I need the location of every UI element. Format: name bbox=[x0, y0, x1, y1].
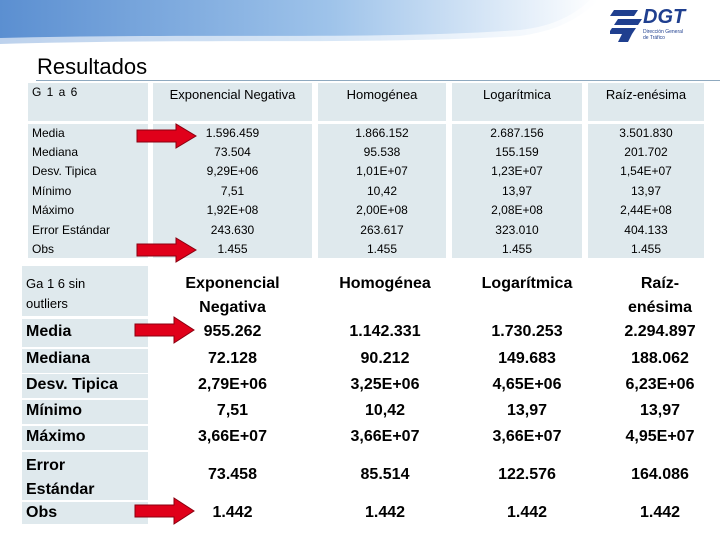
cell-value: 1.442 bbox=[506, 504, 548, 521]
row-label: Error Estándar bbox=[26, 457, 95, 498]
page-title: Resultados bbox=[37, 54, 148, 79]
cell-value: 3,66E+07 bbox=[198, 428, 267, 445]
cell-value: 1.142.331 bbox=[349, 323, 421, 340]
dgt-logo-icon bbox=[610, 10, 642, 42]
row-label: Media bbox=[26, 323, 72, 340]
row-label: Obs bbox=[26, 504, 58, 521]
row-label: Mínimo bbox=[26, 402, 82, 419]
cell-value: 1,54E+07 bbox=[620, 164, 672, 178]
table1-col-header: Raíz-enésima bbox=[605, 87, 687, 102]
cell-value: 13,97 bbox=[501, 184, 533, 198]
table2-col-header: Homogénea bbox=[339, 275, 431, 292]
table2-col-header: Logarítmica bbox=[481, 275, 573, 292]
cell-value: 2,08E+08 bbox=[491, 203, 543, 217]
cell-value: 2,44E+08 bbox=[620, 203, 672, 217]
cell-value: 4,95E+07 bbox=[625, 428, 695, 445]
cell-value: 85.514 bbox=[360, 466, 410, 483]
cell-value: 149.683 bbox=[498, 350, 556, 367]
cell-value: 1,92E+08 bbox=[206, 203, 259, 217]
cell-value: 7,51 bbox=[220, 184, 245, 198]
table2-group-label: Ga 1 6 sin outliers bbox=[26, 276, 86, 311]
cell-value: 4,65E+06 bbox=[492, 376, 562, 393]
cell-value: 1.455 bbox=[366, 242, 398, 256]
cell-value: 1.442 bbox=[364, 504, 406, 521]
cell-value: 323.010 bbox=[495, 223, 539, 237]
logo-subtitle: Dirección General de Tráfico bbox=[643, 29, 684, 41]
cell-value: 1,23E+07 bbox=[491, 164, 543, 178]
cell-value: 955.262 bbox=[203, 323, 262, 340]
table2-col-header: Raíz- enésima bbox=[627, 275, 693, 316]
row-label: Mínimo bbox=[32, 184, 72, 198]
cell-value: 9,29E+06 bbox=[206, 164, 259, 178]
cell-value: 404.133 bbox=[624, 223, 668, 237]
cell-value: 2.687.156 bbox=[490, 126, 544, 140]
cell-value: 164.086 bbox=[631, 466, 689, 483]
arrow-right-icon bbox=[134, 316, 195, 344]
cell-value: 6,23E+06 bbox=[625, 376, 695, 393]
cell-value: 1.442 bbox=[639, 504, 681, 521]
cell-value: 13,97 bbox=[630, 184, 662, 198]
cell-value: 188.062 bbox=[631, 350, 689, 367]
table2-col-header: Exponencial Negativa bbox=[185, 275, 280, 316]
table1-col-header: Exponencial Negativa bbox=[169, 87, 296, 102]
cell-value: 1.455 bbox=[217, 242, 248, 256]
cell-value: 1,01E+07 bbox=[356, 164, 408, 178]
cell-value: 201.702 bbox=[624, 145, 668, 159]
cell-value: 7,51 bbox=[216, 402, 249, 419]
row-label: Mediana bbox=[32, 145, 79, 159]
row-label: Obs bbox=[32, 242, 55, 256]
cell-value: 90.212 bbox=[360, 350, 410, 367]
row-label: Error Estándar bbox=[32, 223, 111, 237]
table1-col-header: Logarítmica bbox=[483, 87, 551, 102]
cell-value: 13,97 bbox=[506, 402, 548, 419]
cell-value: 155.159 bbox=[495, 145, 539, 159]
cell-value: 95.538 bbox=[363, 145, 401, 159]
cell-value: 73.504 bbox=[214, 145, 251, 159]
cell-value: 243.630 bbox=[210, 223, 255, 237]
header-wave bbox=[0, 0, 600, 46]
row-label: Mediana bbox=[26, 350, 91, 367]
cell-value: 1.730.253 bbox=[491, 323, 563, 340]
row-label: Máximo bbox=[32, 203, 75, 217]
table1-group-label: G 1 a 6 bbox=[32, 85, 79, 99]
cell-value: 3,66E+07 bbox=[492, 428, 562, 445]
cell-value: 1.455 bbox=[630, 242, 662, 256]
row-label: Desv. Tipica bbox=[32, 164, 97, 178]
arrow-right-icon bbox=[134, 497, 195, 525]
cell-value: 3,25E+06 bbox=[350, 376, 420, 393]
row-label: Media bbox=[32, 126, 65, 140]
cell-value: 13,97 bbox=[639, 402, 681, 419]
cell-value: 1.455 bbox=[501, 242, 533, 256]
cell-value: 73.458 bbox=[208, 466, 257, 483]
row-label: Máximo bbox=[26, 428, 86, 445]
cell-value: 3.501.830 bbox=[619, 126, 673, 140]
arrow-right-icon bbox=[136, 237, 197, 263]
table1-col-header: Homogénea bbox=[346, 87, 418, 102]
arrow-right-icon bbox=[136, 123, 197, 149]
cell-value: 2.294.897 bbox=[624, 323, 696, 340]
cell-value: 1.442 bbox=[212, 504, 253, 521]
title-divider bbox=[36, 80, 720, 81]
row-label: Desv. Tipica bbox=[26, 376, 118, 393]
cell-value: 2,79E+06 bbox=[198, 376, 267, 393]
cell-value: 10,42 bbox=[364, 402, 406, 419]
cell-value: 2,00E+08 bbox=[356, 203, 408, 217]
cell-value: 263.617 bbox=[360, 223, 404, 237]
cell-value: 1.866.152 bbox=[355, 126, 409, 140]
cell-value: 122.576 bbox=[498, 466, 556, 483]
cell-value: 3,66E+07 bbox=[350, 428, 420, 445]
logo-text: DGT bbox=[643, 6, 686, 28]
table1-group-cell bbox=[28, 83, 148, 121]
cell-value: 10,42 bbox=[366, 184, 398, 198]
cell-value: 1.596.459 bbox=[205, 126, 260, 140]
cell-value: 72.128 bbox=[208, 350, 257, 367]
